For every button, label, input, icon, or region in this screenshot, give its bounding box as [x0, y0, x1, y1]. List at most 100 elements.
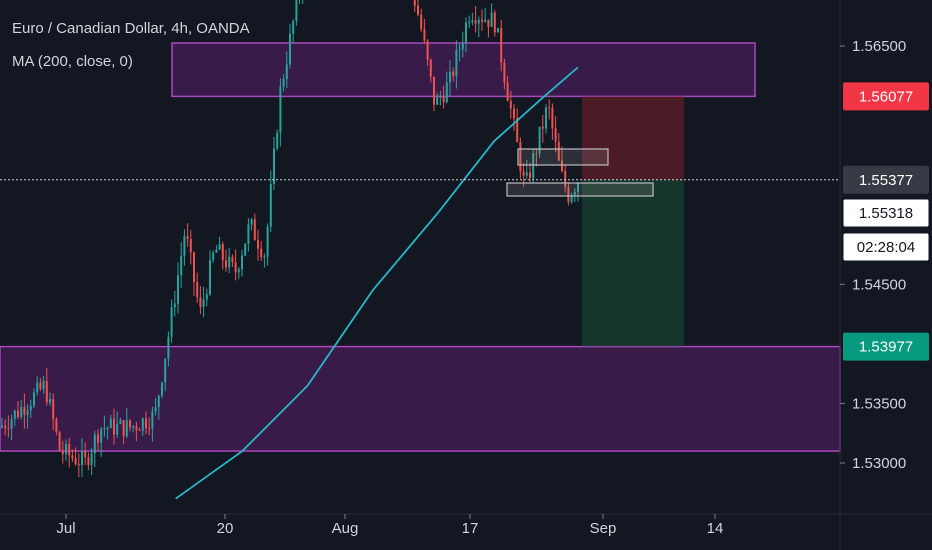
candle-body	[503, 63, 505, 83]
candle-body	[260, 249, 262, 257]
candle-body	[27, 410, 29, 415]
candle-body	[455, 50, 457, 76]
candle-body	[414, 0, 416, 6]
candle-body	[433, 77, 435, 105]
candle-body	[46, 381, 48, 402]
candle-body	[94, 435, 96, 454]
candle-body	[513, 109, 515, 119]
candle-body	[123, 420, 125, 436]
countdown-label: 02:28:04	[857, 239, 915, 256]
candle-body	[551, 108, 553, 129]
time-tick-label: Aug	[332, 520, 359, 537]
candle-body	[263, 257, 265, 258]
candle-body	[545, 107, 547, 128]
candle-body	[273, 148, 275, 184]
candle-body	[465, 23, 467, 43]
time-tick-label: Jul	[56, 520, 75, 537]
candle-body	[283, 79, 285, 87]
candle-body	[100, 429, 102, 443]
candle-body	[219, 244, 221, 249]
candle-body	[116, 424, 118, 435]
resistance-zone	[172, 43, 755, 96]
candle-body	[430, 60, 432, 77]
candle-body	[443, 97, 445, 102]
candle-body	[78, 464, 80, 465]
candle-body	[526, 172, 528, 175]
candle-body	[471, 20, 473, 22]
candle-body	[199, 297, 201, 307]
candle-body	[30, 406, 32, 411]
candle-body	[17, 411, 19, 417]
candle-body	[113, 419, 115, 435]
candle-body	[484, 20, 486, 22]
candle-body	[478, 20, 480, 24]
candle-body	[510, 101, 512, 109]
take-profit-zone	[582, 180, 684, 347]
target-price-label: 1.53977	[859, 339, 913, 356]
time-axis: Jul 20 Aug 17 Sep 14	[56, 514, 723, 537]
candle-body	[295, 0, 297, 21]
price-labels: 1.560771.553771.5531802:28:041.53977	[843, 82, 929, 360]
candle-body	[190, 239, 192, 252]
price-tick-label: 1.53500	[852, 395, 906, 412]
candle-body	[91, 453, 93, 465]
candle-body	[126, 420, 128, 436]
candle-body	[475, 20, 477, 23]
time-tick-label: 20	[217, 520, 234, 537]
candle-body	[238, 269, 240, 272]
candle-body	[167, 337, 169, 359]
candle-body	[55, 419, 57, 432]
candle-body	[276, 133, 278, 149]
candle-body	[228, 257, 230, 268]
candle-body	[87, 457, 89, 465]
candle-body	[142, 418, 144, 430]
candle-body	[420, 15, 422, 29]
candle-body	[107, 428, 109, 429]
candle-body	[65, 444, 67, 454]
candle-body	[151, 411, 153, 428]
candle-body	[468, 22, 470, 23]
candle-body	[289, 34, 291, 65]
candle-body	[555, 128, 557, 141]
candle-body	[494, 13, 496, 33]
price-tick-label: 1.53000	[852, 455, 906, 472]
candle-body	[177, 275, 179, 303]
candle-body	[110, 419, 112, 428]
candle-body	[49, 399, 51, 402]
candle-body	[452, 72, 454, 76]
candle-body	[481, 20, 483, 22]
candle-body	[14, 411, 16, 419]
price-tick-label: 1.54500	[852, 276, 906, 293]
candle-body	[225, 260, 227, 267]
candle-body	[244, 244, 246, 256]
candle-body	[187, 236, 189, 239]
candle-body	[11, 419, 13, 429]
candle-body	[36, 383, 38, 393]
entry-price-label: 1.55377	[859, 172, 913, 189]
candle-body	[193, 252, 195, 282]
candle-body	[75, 458, 77, 464]
candle-body	[20, 407, 22, 417]
time-tick-label: 14	[707, 520, 724, 537]
candle-body	[52, 399, 54, 419]
candle-body	[135, 426, 137, 430]
candle-body	[235, 262, 237, 272]
candle-body	[417, 6, 419, 15]
candle-body	[529, 172, 531, 178]
candle-body	[446, 83, 448, 103]
range-box-upper	[518, 149, 608, 165]
candle-body	[254, 219, 256, 240]
candle-body	[43, 381, 45, 389]
candle-body	[286, 65, 288, 80]
candle-body	[251, 219, 253, 224]
candle-body	[39, 383, 41, 389]
candle-body	[439, 97, 441, 98]
candle-body	[71, 456, 73, 458]
candle-body	[171, 307, 173, 337]
candle-body	[507, 83, 509, 101]
range-box-lower	[507, 183, 653, 196]
candle-body	[491, 13, 493, 27]
candle-body	[164, 359, 166, 383]
candle-body	[247, 225, 249, 244]
